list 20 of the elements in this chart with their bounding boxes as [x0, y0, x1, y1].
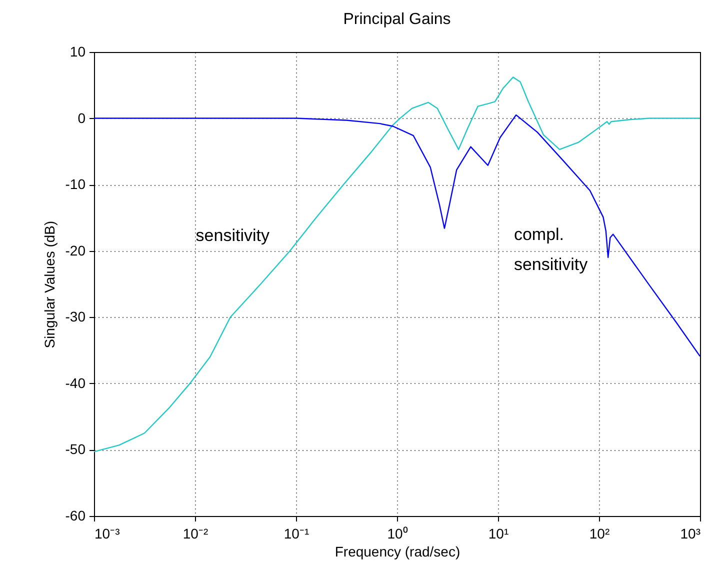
y-tick-label: 0 [78, 110, 86, 126]
y-tick-label: -50 [65, 441, 86, 458]
x-tick-label: 10³ [680, 526, 701, 542]
y-tick-label: -10 [65, 176, 86, 192]
x-tick-label: 10² [589, 526, 610, 542]
y-tick-label: -60 [65, 508, 86, 524]
annotation: sensitivity [196, 226, 270, 246]
annotation: compl. sensitivity [514, 224, 588, 274]
y-axis-title: Singular Values (dB) [41, 220, 58, 348]
x-tick-label: 10¹ [488, 526, 509, 542]
x-tick-label: 10⁰ [387, 526, 408, 542]
x-tick-label: 10⁻³ [94, 526, 120, 542]
x-tick-label: 10⁻² [182, 526, 208, 542]
x-axis-title: Frequency (rad/sec) [334, 544, 460, 560]
y-tick-label: -40 [65, 374, 86, 391]
chart-title: Principal Gains [343, 11, 451, 28]
y-tick-label: 10 [70, 44, 86, 60]
y-tick-label: -20 [65, 242, 86, 258]
y-tick-label: -30 [65, 308, 86, 325]
x-tick-label: 10⁻¹ [284, 526, 310, 542]
